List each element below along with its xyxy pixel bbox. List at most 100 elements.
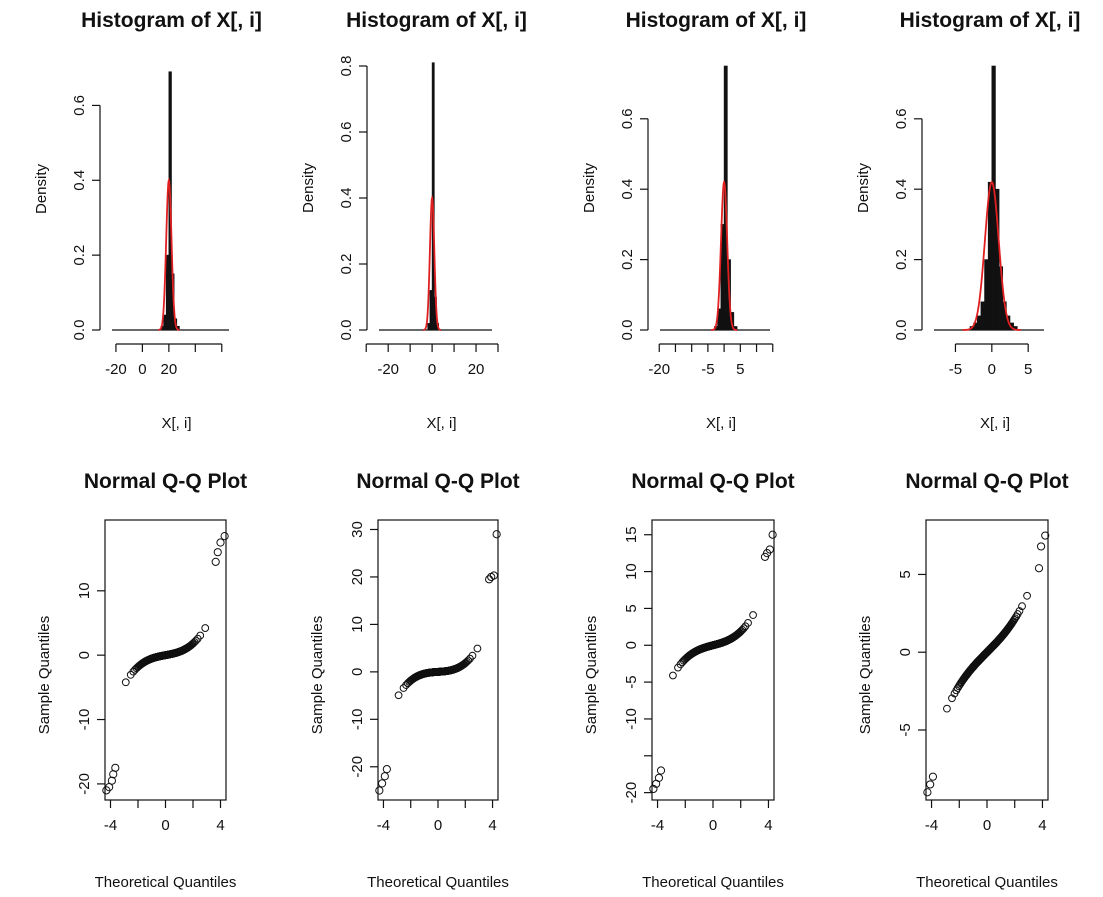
y-tick-label: 0.6 — [338, 122, 355, 143]
x-tick-label: 0 — [161, 817, 169, 834]
y-tick-label: -10 — [76, 709, 93, 731]
y-tick-label: 0.2 — [71, 245, 88, 266]
y-tick-label: 0.0 — [71, 320, 88, 341]
y-tick-label: 0.6 — [893, 108, 910, 129]
x-axis-label: X[, i] — [706, 415, 736, 432]
qq-extreme-point — [928, 772, 938, 781]
x-tick-label: -4 — [377, 817, 390, 834]
chart-title: Normal Q-Q Plot — [905, 470, 1068, 493]
y-tick-label: 5 — [623, 604, 640, 612]
qq-extreme-point — [211, 557, 220, 566]
histogram-bar — [163, 314, 167, 331]
qq-extreme-point — [1041, 531, 1050, 540]
x-tick-label: 20 — [468, 361, 485, 378]
y-tick-label: -20 — [349, 756, 366, 778]
y-tick-label: 30 — [349, 521, 366, 538]
plot-frame — [925, 519, 1049, 801]
x-tick-label: -4 — [104, 817, 117, 834]
chart-title: Normal Q-Q Plot — [84, 470, 247, 493]
histogram-panel-4: 0.0 0.2 0.4 0.6 Density -5 0 5 X[, i] — [855, 65, 1044, 432]
qq-extreme-point — [380, 772, 389, 781]
qq-point — [943, 704, 951, 713]
qq-point — [1011, 614, 1020, 623]
y-tick-label: 15 — [623, 526, 640, 543]
qq-point — [201, 624, 210, 632]
qq-extreme-point — [111, 763, 120, 772]
histogram-bar — [976, 315, 982, 331]
y-tick-label: 0.2 — [338, 254, 355, 275]
qq-extreme-point — [377, 779, 387, 788]
y-tick-label: 0.0 — [619, 320, 636, 341]
histogram-bar — [165, 254, 170, 331]
qq-point — [468, 651, 477, 660]
x-tick-label: 0 — [988, 361, 996, 378]
chart-title: Histogram of X[, i] — [626, 9, 807, 32]
y-tick-label: 0.8 — [338, 56, 355, 77]
x-tick-label: 0 — [428, 361, 436, 378]
chart-title: Histogram of X[, i] — [346, 9, 527, 32]
qq-point — [669, 671, 677, 680]
qq-points — [649, 530, 777, 794]
y-tick-label: -20 — [76, 773, 93, 795]
y-tick-label: 0 — [76, 651, 93, 659]
qq-point — [1008, 618, 1017, 627]
x-axis-label: Theoretical Quantiles — [367, 874, 509, 891]
histogram-panel-3: 0.0 0.2 0.4 0.6 Density -20 -5 5 X[, i] — [581, 65, 774, 432]
density-curve — [423, 195, 442, 331]
y-axis-label: Sample Quantiles — [583, 616, 600, 734]
qq-point — [192, 636, 200, 645]
x-tick-label: -20 — [377, 361, 399, 378]
x-tick-label: -5 — [701, 361, 714, 378]
x-tick-label: 4 — [764, 817, 772, 834]
histogram-panel-1: 0.0 0.2 0.4 0.6 Density -20 0 20 X[, i] — [33, 71, 229, 432]
x-tick-label: 4 — [488, 817, 496, 834]
y-tick-label: 5 — [897, 570, 914, 578]
y-tick-label: 10 — [349, 616, 366, 633]
x-tick-label: 0 — [709, 817, 717, 834]
x-axis-label: X[, i] — [980, 415, 1010, 432]
x-axis-label: Theoretical Quantiles — [916, 874, 1058, 891]
x-axis-label: X[, i] — [161, 415, 191, 432]
qq-point — [1018, 602, 1026, 611]
histogram-panel-2: 0.0 0.2 0.4 0.6 0.8 Density -20 0 20 X[, i] — [300, 56, 499, 432]
x-tick-label: -4 — [651, 817, 664, 834]
histogram-bar — [984, 259, 989, 331]
plot-frame — [104, 519, 227, 801]
x-tick-label: 0 — [983, 817, 991, 834]
qq-extreme-point — [1034, 564, 1044, 573]
density-curve — [711, 179, 738, 331]
qq-point — [189, 639, 198, 648]
qq-panel-1: -20 -10 0 10 Sample Quantiles -4 0 4 Theoretical… — [36, 519, 237, 891]
y-tick-label: -10 — [623, 708, 640, 730]
qq-extreme-point — [107, 776, 116, 785]
qq-point — [749, 611, 757, 619]
y-tick-label: 0 — [897, 648, 914, 656]
y-tick-label: 0.4 — [619, 179, 636, 200]
y-tick-label: 0.0 — [338, 320, 355, 341]
y-axis-label: Sample Quantiles — [36, 616, 53, 734]
y-tick-label: 0.4 — [71, 170, 88, 191]
x-tick-label: 20 — [161, 361, 178, 378]
qq-point — [461, 658, 470, 667]
y-tick-label: 0.2 — [619, 249, 636, 270]
plot-frame — [377, 519, 499, 801]
density-curve — [962, 180, 1021, 331]
x-tick-label: -20 — [648, 361, 670, 378]
x-axis-label: Theoretical Quantiles — [95, 874, 237, 891]
y-tick-label: 0.2 — [893, 249, 910, 270]
x-tick-label: 5 — [1024, 361, 1032, 378]
qq-point — [196, 631, 205, 640]
qq-panel-3: -20 -10 -5 0 5 10 15 Sample Quantiles -4 0 4 Theore… — [583, 519, 784, 891]
histogram-bar — [427, 323, 431, 331]
qq-extreme-point — [649, 784, 658, 794]
x-tick-label: 4 — [216, 817, 224, 834]
qq-extreme-point — [492, 530, 501, 539]
qq-extreme-point — [765, 545, 774, 554]
x-tick-label: 5 — [736, 361, 744, 378]
qq-panel-2: -20 -10 0 10 20 30 Sample Quantiles -4 0 4 Theoret… — [309, 519, 509, 891]
y-axis-label: Density — [33, 163, 50, 214]
y-axis-label: Density — [581, 162, 598, 213]
qq-extreme-point — [489, 571, 499, 580]
y-tick-label: 20 — [349, 569, 366, 586]
x-axis-label: Theoretical Quantiles — [642, 874, 784, 891]
